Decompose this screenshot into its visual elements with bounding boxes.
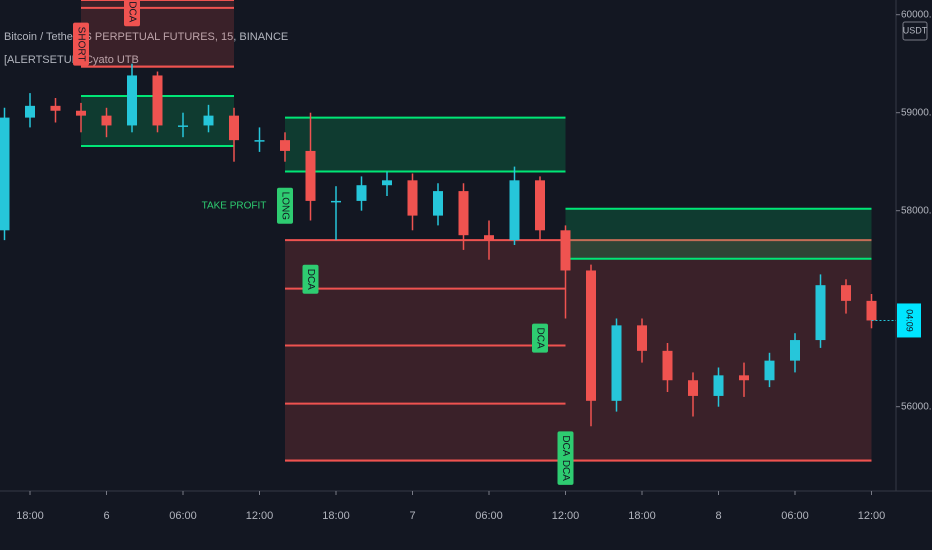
indicator-name: [ALERTSETUP] Cyato UTB	[4, 54, 139, 66]
candle-body	[433, 191, 443, 216]
zone	[285, 117, 566, 172]
x-tick-label: 7	[409, 510, 415, 522]
y-tick-label: 59000.00	[901, 107, 932, 118]
candle-body	[331, 200, 341, 203]
signal-label: DCA	[305, 269, 316, 290]
candle-body	[127, 75, 137, 126]
zone	[81, 0, 234, 67]
x-tick-label: 18:00	[322, 510, 350, 522]
candle-body	[535, 180, 545, 231]
candle-body	[586, 270, 596, 401]
candle-body	[229, 115, 239, 141]
x-tick-label: 06:00	[781, 510, 809, 522]
candle-body	[152, 75, 163, 126]
signal-marker: DCA	[124, 0, 140, 27]
candle-body	[560, 230, 571, 271]
candle-body	[713, 375, 724, 396]
signal-box	[73, 22, 89, 66]
signal-box	[124, 0, 140, 27]
zone	[565, 208, 872, 259]
x-tick-label: 06:00	[169, 510, 197, 522]
signal-label: SHORT	[75, 27, 86, 62]
signal-marker: DCA	[532, 323, 548, 353]
signal-marker: DCA	[557, 431, 574, 461]
signal-label: DCA	[126, 1, 137, 22]
signal-marker: LONG	[277, 187, 293, 224]
x-tick-label: 06:00	[475, 510, 503, 522]
countdown: 04:09	[905, 309, 915, 332]
last-price-box	[897, 303, 921, 338]
x-tick-label: 12:00	[246, 510, 274, 522]
candle-body	[25, 105, 35, 118]
candle-body	[458, 191, 469, 236]
signal-label: TAKE PROFIT	[202, 200, 267, 211]
x-tick-label: 12:00	[552, 510, 580, 522]
candle-body	[688, 380, 698, 396]
signal-box	[557, 431, 574, 461]
candle-body	[866, 300, 877, 321]
candle-body	[203, 115, 214, 126]
signal-box	[557, 455, 574, 485]
x-tick-label: 6	[103, 510, 109, 522]
candle-body	[0, 117, 10, 231]
signal-label: DCA	[534, 328, 545, 349]
signal-marker: DCA	[557, 455, 574, 485]
zone	[285, 240, 872, 461]
candle-body	[254, 140, 265, 142]
currency[interactable]: USDT	[903, 25, 928, 35]
y-tick-label: 60000.00	[901, 9, 932, 20]
currency-box[interactable]	[902, 21, 928, 41]
signal-label: DCA	[560, 435, 571, 456]
signal-box	[277, 187, 293, 224]
candle-body	[76, 110, 86, 116]
signal-box	[302, 264, 319, 294]
candle-body	[764, 360, 775, 381]
candle-body	[101, 115, 112, 126]
signal-label: LONG	[279, 192, 290, 221]
candle-body	[662, 350, 673, 381]
candle-body	[790, 340, 800, 361]
x-tick-label: 18:00	[628, 510, 656, 522]
candle-body	[739, 375, 749, 381]
candle-body	[815, 285, 826, 341]
candle-body	[841, 285, 851, 301]
candle-body	[484, 235, 494, 241]
candle-body	[509, 180, 520, 241]
candle-body	[50, 105, 61, 111]
candle-body	[382, 180, 392, 186]
y-tick-label: 58000.00	[901, 205, 932, 216]
candle-body	[280, 140, 290, 151]
candle-body	[611, 325, 622, 401]
signal-marker: TAKE PROFIT	[202, 200, 267, 211]
signal-marker: DCA	[302, 264, 319, 294]
candle-body	[637, 325, 647, 351]
candle-body	[178, 125, 188, 127]
signal-box	[532, 323, 548, 353]
y-tick-label: 56000.00	[901, 401, 932, 412]
x-tick-label: 8	[715, 510, 721, 522]
candle-body	[356, 185, 367, 201]
signal-label: DCA	[560, 460, 571, 481]
x-tick-label: 18:00	[16, 510, 44, 522]
signal-marker: SHORT	[73, 22, 89, 66]
x-tick-label: 12:00	[858, 510, 886, 522]
candle-body	[407, 180, 418, 216]
candle-body	[305, 150, 316, 201]
